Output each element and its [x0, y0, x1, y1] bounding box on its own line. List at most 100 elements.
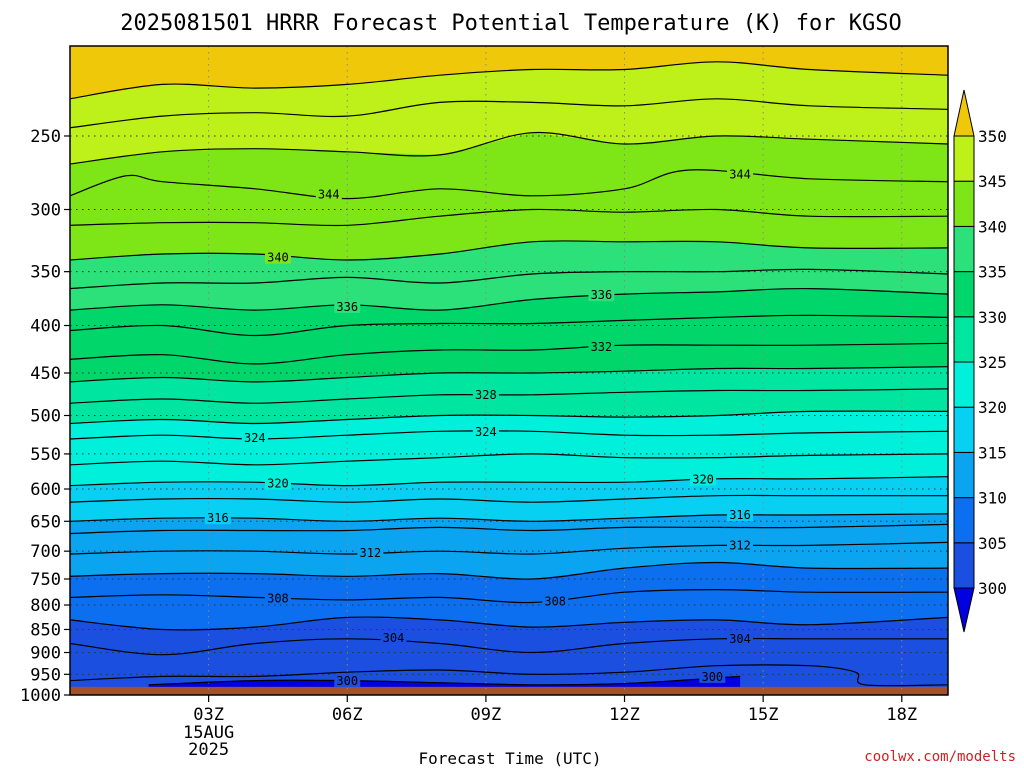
- x-tick-sublabel: 2025: [188, 740, 229, 760]
- contour-line-342: [70, 208, 948, 227]
- y-tick-label: 1000: [20, 686, 61, 706]
- contour-label-bg: [380, 630, 407, 644]
- colorbar-label: 335: [978, 263, 1007, 282]
- contour-line-306: [70, 616, 948, 631]
- y-tick-label: 900: [30, 644, 61, 664]
- colorbar-segment: [953, 497, 975, 544]
- x-tick-sublabel: 15AUG: [183, 723, 234, 743]
- colorbar-segment: [953, 406, 975, 453]
- filled-contours: [70, 46, 948, 695]
- contour-line-338: [70, 268, 948, 290]
- colorbar-label: 320: [978, 398, 1007, 417]
- contour-line-304: [70, 637, 948, 656]
- colorbar: 300 305 310 315 320 325 330 335 340 345 350: [953, 89, 1007, 633]
- y-tick-label: 450: [30, 364, 61, 384]
- contour-label: 316: [207, 511, 229, 525]
- y-tick-label: 600: [30, 480, 61, 500]
- contour-line-344: [70, 169, 948, 200]
- surface-layer: [70, 686, 948, 695]
- contour-line-322: [70, 453, 948, 466]
- contour-label-bg: [472, 387, 499, 401]
- y-tick-label: 300: [30, 201, 61, 221]
- contour-label: 336: [336, 300, 358, 314]
- colorbar-under-arrow: [953, 587, 975, 633]
- colorbar-segment: [953, 542, 975, 589]
- x-axis-label: Forecast Time (UTC): [418, 749, 601, 768]
- colorbar-segment: [953, 225, 975, 273]
- contour-line-326: [70, 410, 948, 425]
- contour-label: 300: [701, 670, 723, 684]
- y-tick-label: 550: [30, 445, 61, 465]
- y-tick-label: 950: [30, 665, 61, 685]
- colorbar-label: 310: [978, 489, 1007, 508]
- colorbar-segment: [953, 316, 975, 363]
- colorbar-segment: [953, 271, 975, 318]
- contour-label-bg: [727, 538, 754, 552]
- contour-label: 340: [267, 251, 289, 265]
- contour-label-bg: [334, 674, 361, 688]
- y-tick-label: 750: [30, 570, 61, 590]
- contour-line-302: [70, 664, 948, 687]
- y-tick-label: 400: [30, 317, 61, 337]
- contour-label: 304: [729, 632, 751, 646]
- contour-label: 316: [729, 508, 751, 522]
- contour-label-bg: [699, 669, 726, 683]
- contour-label: 328: [475, 388, 497, 402]
- contour-label: 324: [475, 425, 497, 439]
- colorbar-label: 330: [978, 308, 1007, 327]
- x-tick-label: 12Z: [609, 705, 640, 725]
- contour-label: 324: [244, 431, 266, 445]
- contour-line-348: [70, 98, 948, 129]
- x-tick-label: 09Z: [471, 705, 502, 725]
- contour-line-308: [70, 588, 948, 604]
- contour-label-bg: [204, 511, 231, 525]
- y-tick-label: 800: [30, 596, 61, 616]
- colorbar-label: 305: [978, 534, 1007, 553]
- contour-lines: [70, 61, 948, 687]
- fill-band: [70, 46, 948, 99]
- contour-label-bg: [472, 425, 499, 439]
- contour-label: 308: [267, 591, 289, 605]
- y-tick-label: 700: [30, 542, 61, 562]
- contour-label: 320: [692, 472, 714, 486]
- chart-title: 2025081501 HRRR Forecast Potential Tempe…: [120, 11, 901, 36]
- y-tick-label: 850: [30, 620, 61, 640]
- plot-frame: [69, 45, 949, 696]
- contour-label-bg: [264, 250, 291, 264]
- colorbar-label: 300: [978, 579, 1007, 598]
- contour-label-bg: [315, 187, 342, 201]
- contour-line-346: [70, 131, 948, 165]
- y-tick-label: 250: [30, 127, 61, 147]
- contour-label-bg: [588, 288, 615, 302]
- colorbar-label: 315: [978, 443, 1007, 462]
- contour-label-bg: [588, 340, 615, 354]
- contour-line-318: [70, 494, 948, 503]
- contour-line-300: [148, 675, 741, 686]
- contour-label-bg: [727, 631, 754, 645]
- y-axis: 250 300 350 400 450 500 550 600 650 700 750 800 850 9…: [20, 127, 70, 706]
- contour-line-312: [70, 541, 948, 555]
- x-tick-label: 06Z: [332, 705, 363, 725]
- colorbar-segment: [953, 135, 975, 182]
- x-tick-label: 18Z: [886, 705, 917, 725]
- colorbar-label: 340: [978, 217, 1007, 236]
- contour-label: 300: [336, 674, 358, 688]
- contour-label: 312: [360, 546, 382, 560]
- contour-line-320: [70, 476, 948, 487]
- colorbar-label: 350: [978, 127, 1007, 146]
- colorbar-label: 325: [978, 353, 1007, 372]
- contour-line-330: [70, 366, 948, 383]
- y-tick-label: 650: [30, 512, 61, 532]
- contour-line-340: [70, 240, 948, 261]
- contour-label-bg: [264, 591, 291, 605]
- contour-label: 312: [729, 538, 751, 552]
- contour-label-bg: [690, 472, 717, 486]
- contour-label-bg: [241, 431, 268, 445]
- contour-labels: 300 300 304 304 308 308 312 312 316 316 320 320 324 3…: [204, 167, 754, 688]
- x-tick-label: 15Z: [748, 705, 779, 725]
- colorbar-segment: [953, 361, 975, 408]
- y-tick-label: 350: [30, 263, 61, 283]
- contour-line-336: [70, 287, 948, 311]
- contour-label-bg: [334, 299, 361, 313]
